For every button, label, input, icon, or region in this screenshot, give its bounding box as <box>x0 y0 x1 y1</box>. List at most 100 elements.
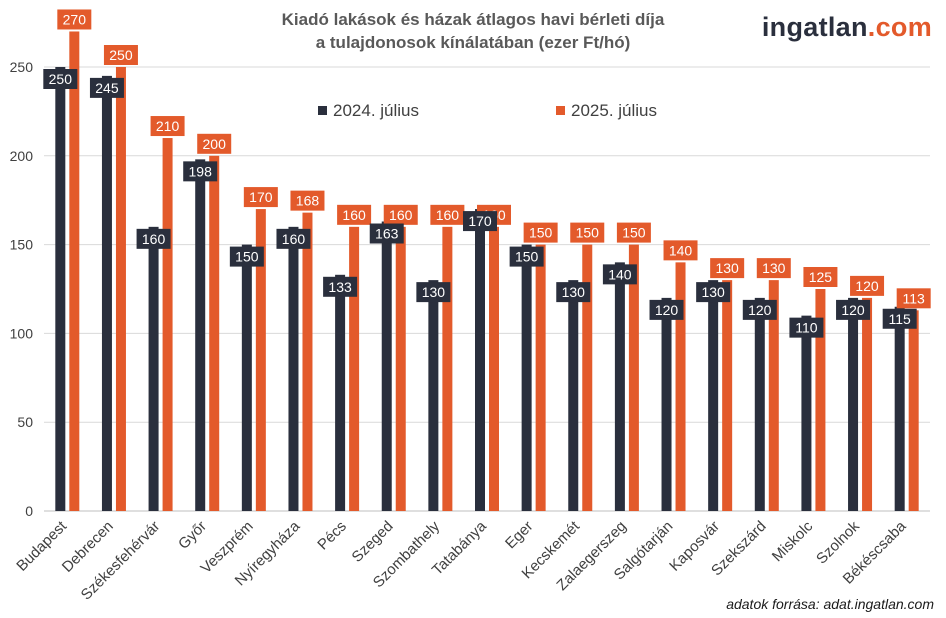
data-label-2025: 160 <box>342 207 366 223</box>
data-label-2024-box <box>463 211 497 232</box>
bar-2024 <box>708 280 719 511</box>
data-label-2024-box <box>136 228 171 249</box>
data-label-2024-box <box>369 223 404 244</box>
bar-2025 <box>535 244 546 511</box>
logo-text-main: ingatlan <box>761 12 868 42</box>
legend-label: 2025. július <box>571 101 657 120</box>
data-label-2025-box <box>290 190 325 211</box>
bar-2024 <box>428 280 439 511</box>
data-label-2025: 210 <box>156 118 180 134</box>
data-label-2024-box <box>89 77 124 98</box>
data-label-2025-box <box>756 258 791 279</box>
data-label-2025-box <box>710 258 745 279</box>
bar-2024 <box>195 159 206 512</box>
chart-title-line1: Kiadó lakások és házak átlagos havi bérl… <box>281 10 665 29</box>
data-label-2024-box <box>836 299 871 320</box>
bar-2024 <box>521 244 532 511</box>
bar-2025 <box>255 209 266 511</box>
data-label-2025: 150 <box>576 225 600 241</box>
bar-2024 <box>148 226 159 511</box>
data-label-2025: 113 <box>903 290 926 306</box>
data-label-2024-box <box>556 282 591 303</box>
bar-2025 <box>69 31 80 511</box>
bar-2025 <box>768 280 779 511</box>
data-label-2025: 150 <box>529 225 553 241</box>
data-label-2025: 150 <box>622 225 646 241</box>
data-label-2025: 250 <box>109 47 133 63</box>
x-tick-label: Eger <box>502 518 536 552</box>
y-tick-label: 150 <box>10 237 34 253</box>
data-label-2025-box <box>803 267 838 287</box>
data-label-2025-box <box>430 204 465 225</box>
bar-2025 <box>489 226 499 511</box>
bar-2024 <box>894 306 905 511</box>
legend-swatch <box>318 106 327 115</box>
bar-2024 <box>101 75 112 511</box>
data-label-2024: 120 <box>748 302 772 318</box>
x-tick-label: Pécs <box>314 518 350 554</box>
bar-2025 <box>908 310 919 511</box>
bar-2024 <box>568 280 579 511</box>
x-tick-label: Miskolc <box>769 517 817 565</box>
data-label-2025-box <box>663 240 698 261</box>
data-label-2025-box <box>103 45 138 65</box>
data-label-2025-box <box>243 187 278 208</box>
y-tick-label: 250 <box>10 59 34 75</box>
data-label-2024-box <box>229 246 264 267</box>
data-label-2024: 198 <box>189 163 213 179</box>
bar-2024 <box>754 297 765 511</box>
data-label-2025: 130 <box>762 260 786 276</box>
data-source-note: adatok forrása: adat.ingatlan.com <box>726 596 934 612</box>
data-label-2025-box <box>57 9 92 30</box>
x-tick-label: Győr <box>175 518 210 553</box>
data-label-2025: 140 <box>669 242 693 258</box>
bar-2025 <box>302 212 313 511</box>
data-label-2025: 168 <box>296 193 320 209</box>
data-label-2025: 160 <box>436 207 460 223</box>
data-label-2025-box <box>850 275 885 296</box>
data-label-2025: 270 <box>63 11 87 27</box>
data-label-2024-box <box>323 276 358 297</box>
bar-2025 <box>862 297 873 511</box>
data-label-2025: 120 <box>855 278 879 294</box>
chart-title: Kiadó lakások és házak átlagos havi bérl… <box>0 8 946 54</box>
data-label-2024-box <box>649 299 684 320</box>
y-tick-label: 200 <box>10 148 34 164</box>
data-label-2024-box <box>602 264 637 285</box>
bar-2025 <box>442 226 453 511</box>
data-label-2024-box <box>183 161 218 182</box>
data-label-2025-box <box>616 222 651 243</box>
bar-2024 <box>55 67 66 511</box>
bar-2025 <box>349 226 360 511</box>
data-label-2025: 170 <box>249 189 273 205</box>
data-label-2024-box <box>882 308 917 329</box>
bar-2025 <box>815 289 826 511</box>
data-label-2024-box <box>742 299 777 320</box>
data-label-2024: 120 <box>841 302 865 318</box>
bar-2025 <box>209 155 220 512</box>
bar-2024 <box>381 221 392 511</box>
y-tick-label: 0 <box>25 503 33 519</box>
data-label-2025-box <box>570 222 605 243</box>
data-label-2025-box <box>150 116 185 137</box>
y-tick-label: 50 <box>17 414 33 430</box>
data-label-2025-box <box>523 222 558 243</box>
chart-title-line2: a tulajdonosok kínálatában (ezer Ft/hó) <box>315 33 631 52</box>
data-label-2024-box <box>696 282 731 303</box>
data-label-2025-box <box>896 288 931 309</box>
data-label-2024: 120 <box>655 302 679 318</box>
legend-label: 2024. július <box>333 101 419 120</box>
data-label-2024: 150 <box>235 249 259 265</box>
data-label-2024: 140 <box>608 266 632 282</box>
y-tick-label: 100 <box>10 325 34 341</box>
bar-2025 <box>675 262 686 511</box>
bar-2025 <box>162 138 173 512</box>
bar-2025 <box>115 67 126 511</box>
bar-2024 <box>335 274 346 511</box>
data-label-2024: 170 <box>468 213 492 229</box>
bar-2025 <box>582 244 593 511</box>
data-label-2024: 150 <box>515 249 539 265</box>
data-label-2025-box <box>197 133 232 154</box>
data-label-2025: 130 <box>715 260 739 276</box>
data-label-2025: 160 <box>389 207 413 223</box>
